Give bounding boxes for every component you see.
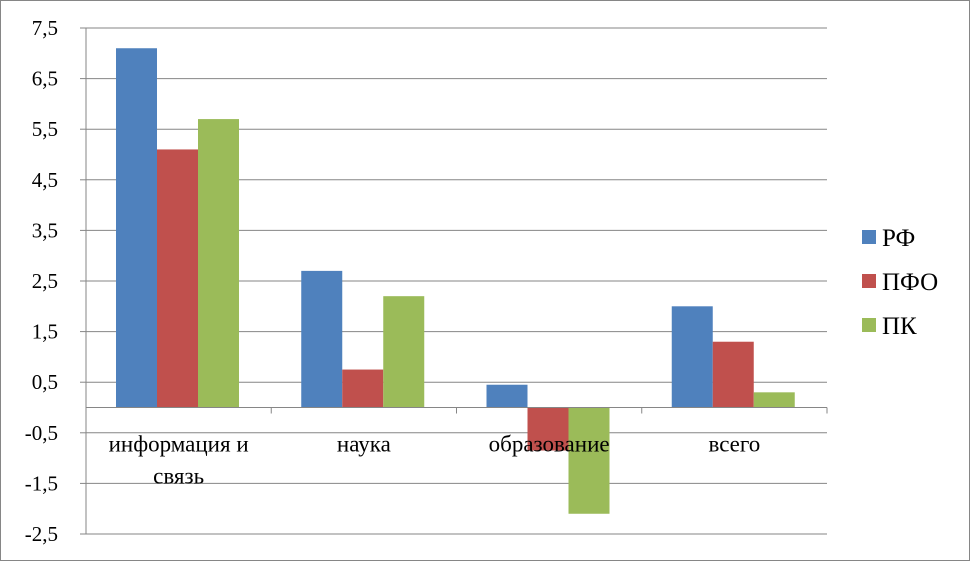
y-tick-label: 6,5 — [32, 67, 58, 91]
bar — [486, 384, 528, 408]
y-tick-label: 0,5 — [32, 370, 58, 394]
category-label: образование — [489, 432, 610, 457]
category-label: информация и связь — [109, 432, 249, 489]
y-tick-label: -2,5 — [25, 522, 58, 546]
legend-swatch — [862, 318, 876, 332]
bar — [342, 369, 384, 408]
legend-label: РФ — [882, 225, 915, 252]
y-tick-label: 7,5 — [32, 16, 58, 40]
y-tick-label: -0,5 — [25, 421, 58, 445]
y-tick-label: 4,5 — [32, 168, 58, 192]
bar — [671, 306, 713, 408]
bar — [527, 407, 569, 451]
category-label: наука — [337, 432, 391, 457]
y-tick-label: 2,5 — [32, 269, 58, 293]
category-label: всего — [708, 432, 760, 457]
legend-label: ПФО — [882, 269, 938, 296]
bar — [116, 48, 157, 408]
legend-swatch — [862, 274, 876, 288]
bar — [383, 296, 425, 408]
bar — [568, 407, 610, 514]
y-tick-label: 5,5 — [32, 117, 58, 141]
legend-label: ПК — [882, 313, 917, 340]
bar — [198, 119, 239, 408]
bar — [157, 149, 198, 408]
legend-swatch — [862, 230, 876, 244]
y-tick-label: 3,5 — [32, 218, 58, 242]
bar — [712, 341, 754, 408]
y-tick-label: -1,5 — [25, 471, 58, 495]
y-tick-label: 1,5 — [32, 320, 58, 344]
bar — [301, 270, 343, 408]
bar — [753, 392, 795, 408]
